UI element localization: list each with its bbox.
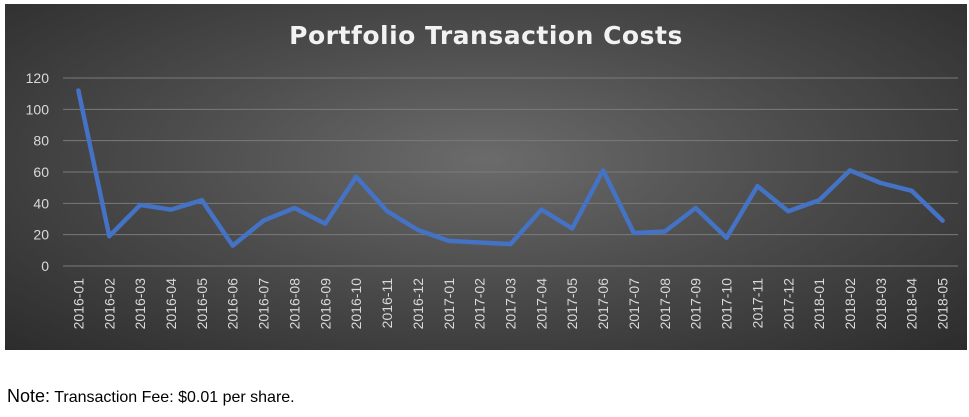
series-layer	[76, 88, 945, 248]
note-text: Transaction Fee: $0.01 per share.	[50, 389, 295, 406]
x-tick-label: 2016-09	[317, 278, 333, 330]
x-tick-label: 2018-05	[935, 278, 951, 330]
y-axis-ticks: 0 20 40 60 80 100 120	[26, 70, 50, 274]
x-axis-ticks: 2016-01 2016-02 2016-03 2016-04 2016-05 2016-…	[70, 278, 950, 330]
y-tick-label: 0	[41, 258, 49, 274]
data-point	[261, 218, 266, 223]
data-point	[230, 243, 235, 248]
x-tick-label: 2017-07	[626, 278, 642, 330]
data-point	[817, 198, 822, 203]
data-point	[847, 168, 852, 173]
x-tick-label: 2016-04	[163, 278, 179, 330]
x-tick-label: 2016-01	[70, 278, 86, 330]
x-tick-label: 2017-09	[688, 278, 704, 330]
data-point	[940, 218, 945, 223]
x-tick-label: 2016-05	[194, 278, 210, 330]
x-tick-label: 2017-02	[472, 278, 488, 330]
x-tick-label: 2017-01	[441, 278, 457, 330]
x-tick-label: 2016-02	[101, 278, 117, 330]
x-tick-label: 2018-02	[842, 278, 858, 330]
data-point	[385, 209, 390, 214]
x-tick-label: 2017-08	[657, 278, 673, 330]
data-point	[909, 188, 914, 193]
data-point	[446, 238, 451, 243]
footnote: Note: Transaction Fee: $0.01 per share.	[7, 386, 295, 407]
data-point	[169, 207, 174, 212]
x-tick-label: 2017-12	[780, 278, 796, 330]
x-tick-label: 2018-03	[873, 278, 889, 330]
y-tick-label: 20	[33, 227, 49, 243]
x-tick-label: 2017-11	[749, 278, 765, 329]
data-point	[138, 202, 143, 207]
y-tick-label: 40	[33, 195, 49, 211]
x-tick-label: 2016-06	[225, 278, 241, 330]
data-point	[539, 207, 544, 212]
data-point	[107, 234, 112, 239]
data-point	[292, 206, 297, 211]
chart-panel: Portfolio Transaction Costs 0 20 40 60 80 100…	[5, 4, 967, 350]
x-tick-label: 2017-10	[719, 278, 735, 330]
x-tick-label: 2016-07	[256, 278, 272, 330]
data-point	[323, 221, 328, 226]
data-point	[199, 198, 204, 203]
x-tick-label: 2017-06	[595, 278, 611, 330]
x-tick-label: 2018-01	[811, 278, 827, 330]
data-point	[477, 240, 482, 245]
series-line	[76, 88, 945, 248]
x-tick-label: 2016-03	[132, 278, 148, 330]
data-point	[570, 226, 575, 231]
data-point	[724, 235, 729, 240]
note-label: Note:	[7, 386, 51, 406]
y-tick-label: 80	[33, 133, 49, 149]
data-point	[662, 229, 667, 234]
data-point	[786, 209, 791, 214]
y-tick-label: 60	[33, 164, 49, 180]
x-tick-label: 2016-08	[286, 278, 302, 330]
data-point	[693, 206, 698, 211]
x-tick-label: 2017-05	[564, 278, 580, 330]
x-tick-label: 2018-04	[904, 278, 920, 330]
data-point	[76, 88, 81, 93]
data-point	[354, 174, 359, 179]
x-tick-label: 2016-10	[348, 278, 364, 330]
x-tick-label: 2016-12	[410, 278, 426, 330]
data-point	[601, 168, 606, 173]
grid-lines	[63, 77, 958, 267]
data-point	[508, 242, 513, 247]
line-chart: Portfolio Transaction Costs 0 20 40 60 80 100…	[26, 21, 958, 330]
x-tick-label: 2016-11	[379, 278, 395, 329]
x-tick-label: 2017-04	[533, 278, 549, 330]
y-tick-label: 100	[26, 101, 50, 117]
data-point	[755, 184, 760, 189]
x-tick-label: 2017-03	[503, 278, 519, 330]
chart-title: Portfolio Transaction Costs	[289, 21, 683, 50]
data-point	[631, 231, 636, 236]
data-point	[415, 227, 420, 232]
y-tick-label: 120	[26, 70, 50, 86]
data-point	[878, 180, 883, 185]
